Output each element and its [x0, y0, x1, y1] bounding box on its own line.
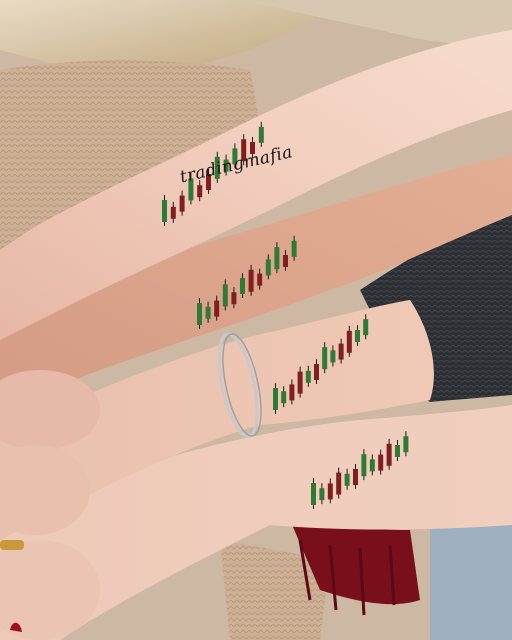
- bullish-candle: [291, 240, 297, 257]
- bullish-candle: [205, 306, 211, 319]
- bearish-candle: [241, 139, 247, 162]
- bearish-candle: [336, 472, 342, 495]
- bearish-candle: [327, 483, 333, 500]
- bearish-candle: [289, 384, 295, 401]
- bullish-candle: [395, 445, 400, 457]
- bullish-candle: [319, 488, 325, 501]
- bullish-candle: [197, 303, 202, 325]
- beige-sweater-bottom: [220, 540, 330, 640]
- bearish-candle: [231, 292, 237, 305]
- bearish-candle: [338, 343, 344, 360]
- forearm-1: [0, 30, 512, 340]
- bullish-candle: [162, 200, 167, 222]
- bracelet-inner: [222, 333, 262, 437]
- bearish-candle: [248, 269, 254, 292]
- red-scarf: [290, 520, 420, 605]
- bullish-candle: [322, 347, 328, 370]
- bullish-candle: [232, 148, 238, 165]
- bullish-candle: [369, 459, 375, 472]
- bearish-candle: [214, 300, 220, 317]
- bearish-candle: [257, 273, 263, 286]
- bullish-candle: [361, 454, 367, 477]
- tattoo-arm-4: [311, 431, 409, 509]
- jeans: [430, 520, 512, 640]
- bullish-candle: [355, 330, 360, 342]
- bearish-candle: [179, 195, 185, 212]
- bullish-candle: [305, 370, 311, 383]
- bullish-candle: [330, 350, 336, 363]
- bullish-candle: [403, 436, 409, 453]
- bullish-candle: [273, 388, 278, 410]
- bullish-candle: [311, 483, 316, 505]
- tattoo-arm-2: [197, 235, 297, 329]
- bearish-candle: [170, 206, 176, 219]
- hair: [0, 0, 340, 73]
- hand-2: [0, 445, 90, 535]
- gold-ring: [0, 540, 24, 550]
- hair-right: [240, 0, 512, 45]
- bullish-candle: [222, 284, 228, 307]
- bullish-candle: [281, 391, 287, 404]
- beige-sweater-sleeve: [0, 60, 265, 240]
- bullish-candle: [265, 259, 271, 276]
- bearish-candle: [297, 371, 303, 394]
- bearish-candle: [378, 454, 384, 471]
- bearish-candle: [386, 443, 392, 466]
- forearm-4: [0, 405, 512, 640]
- bearish-candle: [250, 142, 255, 154]
- hand-3: [0, 540, 100, 640]
- bearish-candle: [206, 174, 211, 190]
- bullish-candle: [344, 473, 350, 486]
- tattoo-arm-1: [162, 121, 264, 226]
- bearish-candle: [197, 185, 203, 198]
- bullish-candle: [274, 247, 280, 270]
- bearish-candle: [346, 330, 352, 353]
- bullish-candle: [363, 319, 369, 336]
- tattoo-arm-3: [273, 314, 369, 414]
- bullish-candle: [240, 278, 245, 294]
- bearish-candle: [283, 255, 288, 267]
- forearm-2: [0, 155, 512, 410]
- bullish-candle: [188, 178, 194, 201]
- bullish-candle: [258, 126, 264, 143]
- bullish-candle: [214, 156, 220, 179]
- bullish-candle: [223, 159, 229, 172]
- bearish-candle: [353, 469, 358, 485]
- scarf-fringe: [298, 539, 396, 616]
- red-fingernail: [10, 622, 22, 632]
- bearish-candle: [314, 364, 319, 380]
- hand-1: [0, 370, 100, 450]
